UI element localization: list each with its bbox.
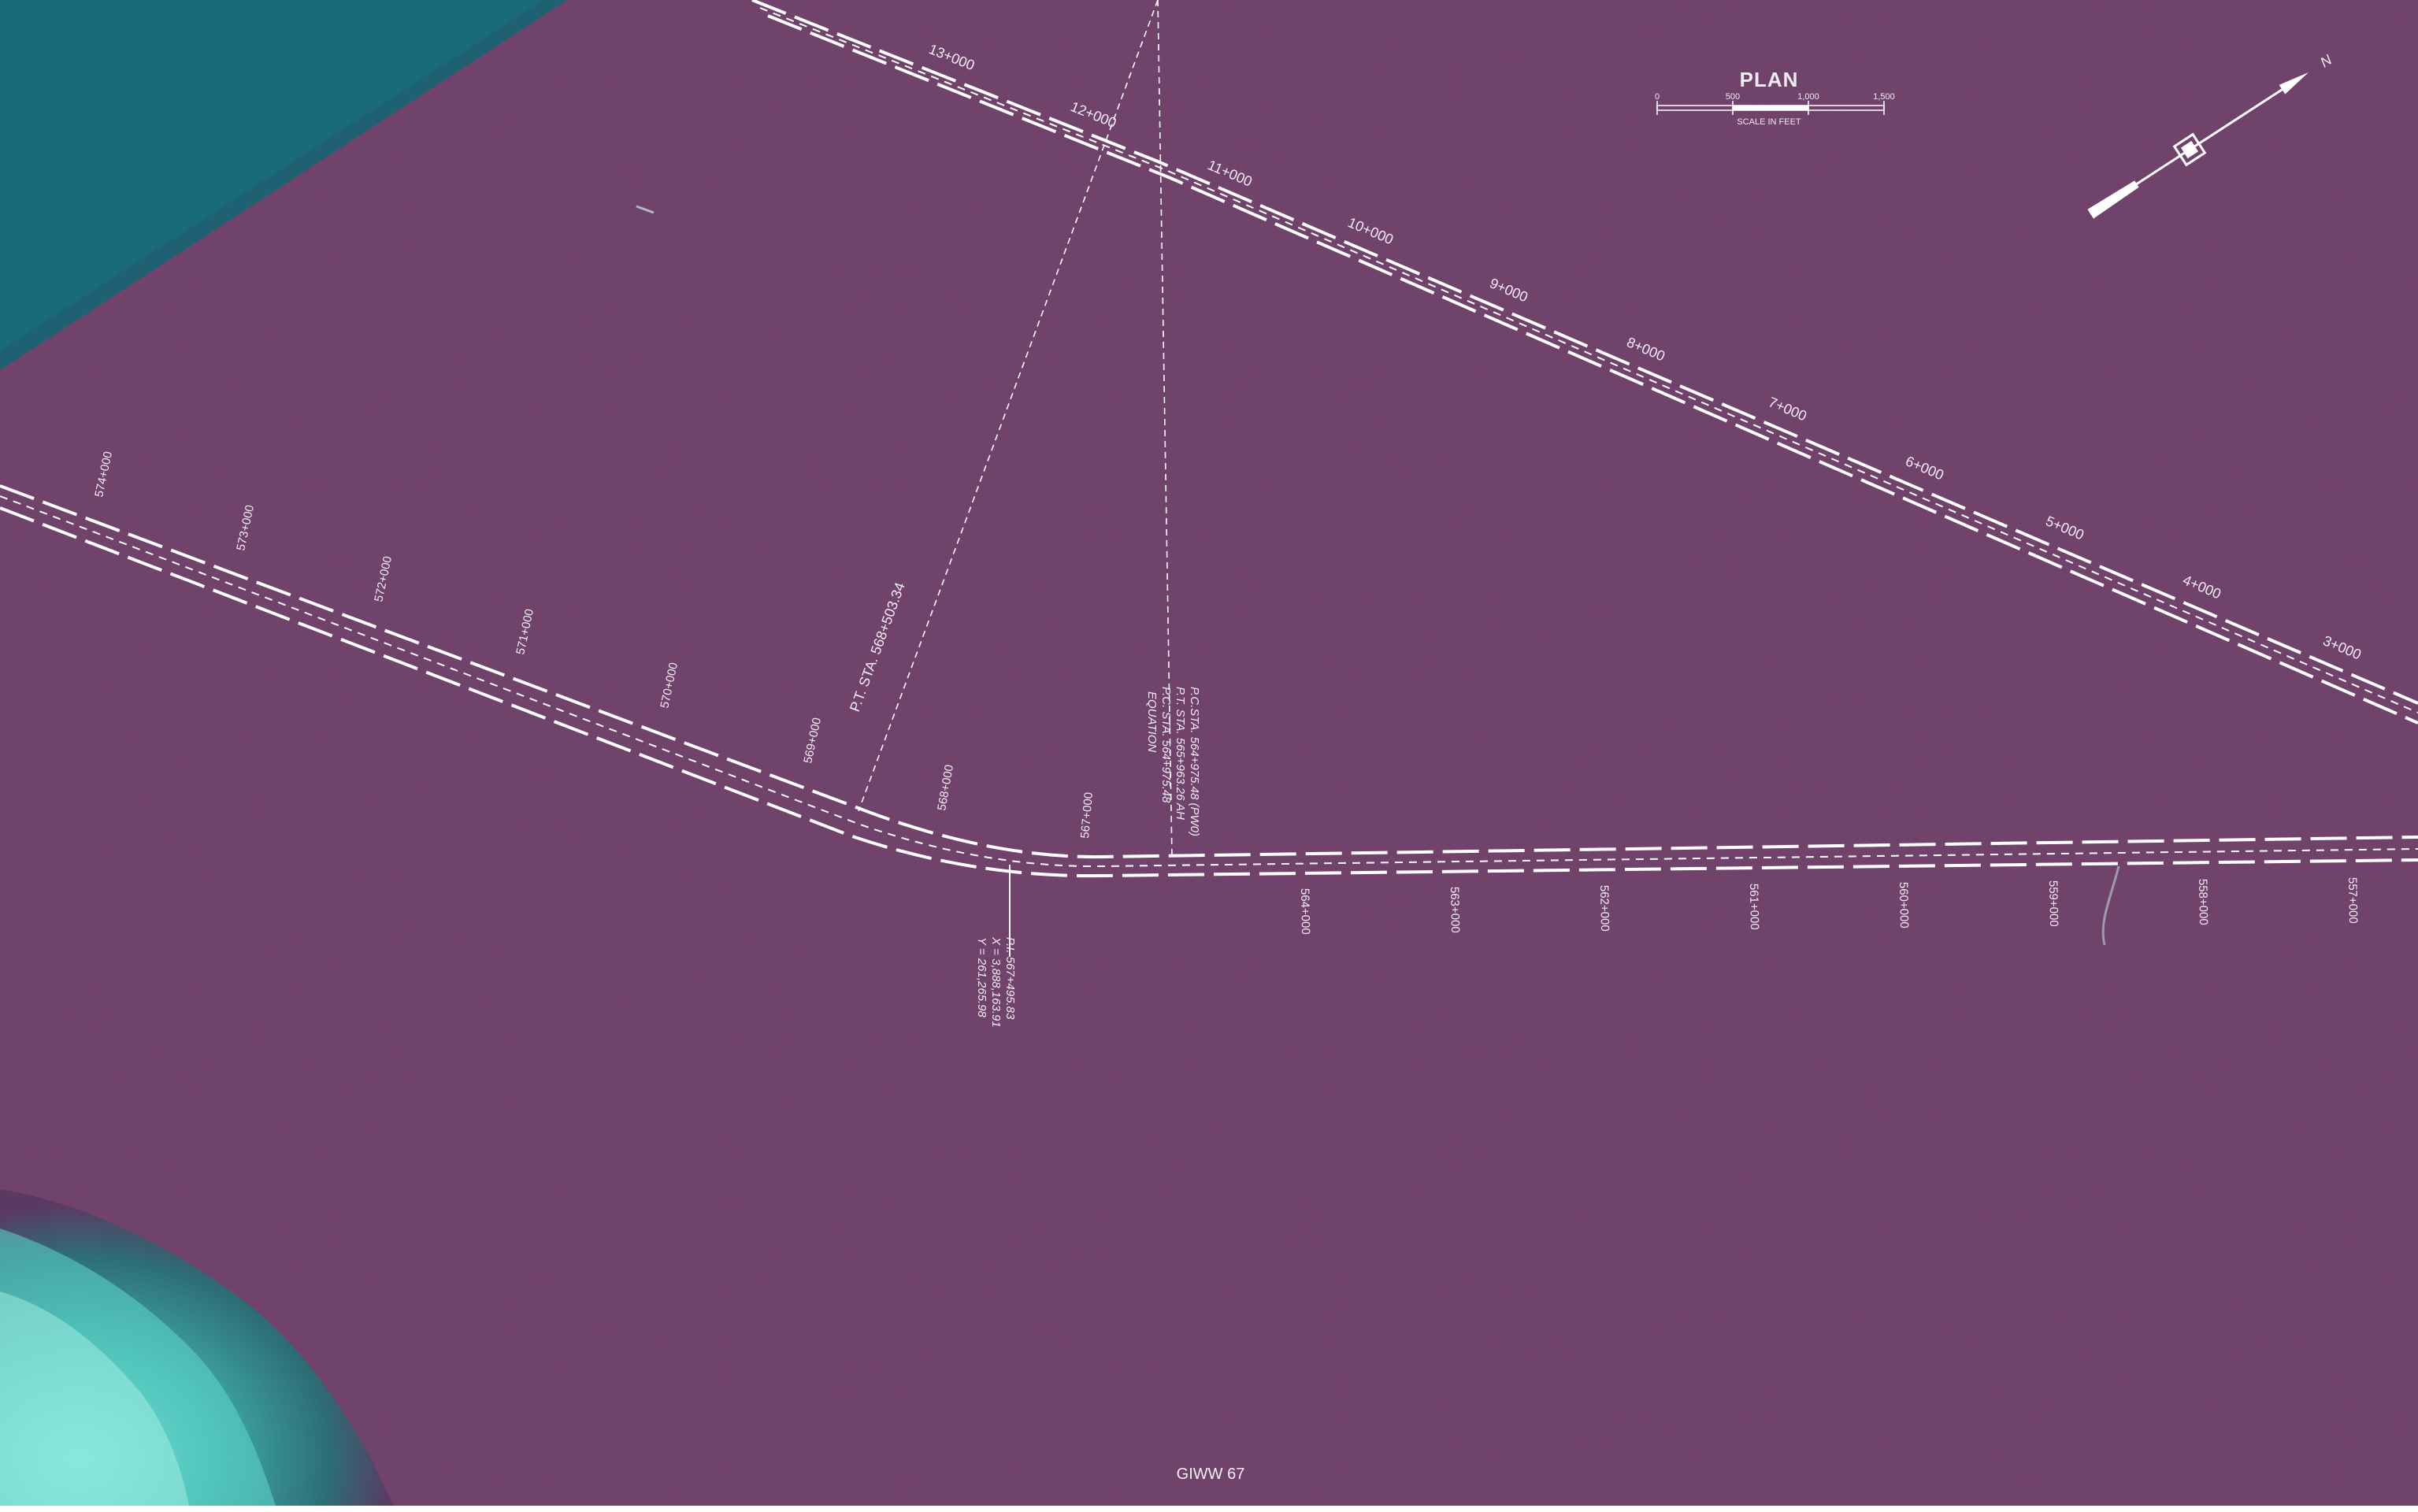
- pi-station: P.I. 567+495.83: [1003, 937, 1017, 1020]
- station-label-560000: 560+000: [1897, 882, 1911, 928]
- scale-bar-segment-2: [1732, 105, 1809, 111]
- lower-station-labels-east: 564+000 563+000 562+000 561+000 560+000 …: [1298, 877, 2360, 935]
- scale-label-1000: 1,000: [1797, 92, 1819, 102]
- scale-bar-ticks: [1656, 101, 1885, 115]
- scale-label-0: 0: [1655, 92, 1660, 102]
- north-arrow-tail: [2087, 180, 2139, 219]
- scale-bar: 0 500 1,000 1,500 SCALE IN FEET: [1655, 92, 1895, 127]
- water-debris-1: [636, 205, 655, 214]
- sheet-border-bottom: [0, 1506, 2418, 1512]
- plan-title-block: PLAN 0 500 1,000 1,500 SCALE IN FEET: [1655, 68, 1895, 127]
- equation-annotation: EQUATION P.C. STA. 564+975.48 P.T. STA. …: [1145, 687, 1201, 836]
- station-label-562000: 562+000: [1597, 885, 1611, 932]
- tangent-line-pt: [858, 0, 1159, 812]
- equation-pc-station: P.C. STA. 564+975.48: [1159, 687, 1173, 803]
- equation-pc-pw0: P.C.STA. 564+975.48 (PW0): [1188, 687, 1201, 836]
- lower-channel-edge-south: [0, 506, 2418, 878]
- lower-channel-alignment: [0, 484, 2418, 878]
- pi-x-coordinate: X = 3,888,163.91: [989, 936, 1003, 1028]
- water-debris-2: [2101, 865, 2120, 946]
- north-arrow-head: [2279, 72, 2309, 94]
- north-arrow-badge: [2172, 132, 2207, 167]
- scale-label-1500: 1,500: [1873, 92, 1895, 102]
- station-label-567000: 567+000: [1078, 791, 1096, 839]
- equation-pt-station: P.T. STA. 565+963.26 AH: [1174, 687, 1187, 820]
- station-label-564000: 564+000: [1298, 888, 1312, 935]
- upper-channel-edge-south: [767, 14, 2418, 724]
- pi-y-coordinate: Y = 261,265.98: [975, 937, 988, 1018]
- station-label-557000: 557+000: [2346, 877, 2360, 924]
- plan-title: PLAN: [1740, 68, 1799, 91]
- station-label-559000: 559+000: [2046, 880, 2060, 927]
- land-area-edge: [0, 0, 567, 370]
- scale-caption: SCALE IN FEET: [1737, 117, 1801, 127]
- equation-title: EQUATION: [1145, 691, 1159, 752]
- sheet-title: GIWW 67: [1177, 1466, 1245, 1483]
- pi-annotation: P.I. 567+495.83 X = 3,888,163.91 Y = 261…: [975, 936, 1017, 1028]
- scale-label-500: 500: [1726, 92, 1740, 102]
- north-arrow-badge-inner: [2180, 140, 2199, 159]
- station-label-561000: 561+000: [1747, 884, 1761, 930]
- upper-channel-edge-north: [751, 0, 2418, 705]
- station-label-563000: 563+000: [1448, 887, 1462, 933]
- upper-channel-centerline: [759, 7, 2418, 713]
- station-label-558000: 558+000: [2196, 879, 2210, 925]
- lower-channel-edge-north: [0, 484, 2418, 859]
- reef-shallow: [0, 1292, 189, 1506]
- upper-channel-alignment: [751, 0, 2418, 724]
